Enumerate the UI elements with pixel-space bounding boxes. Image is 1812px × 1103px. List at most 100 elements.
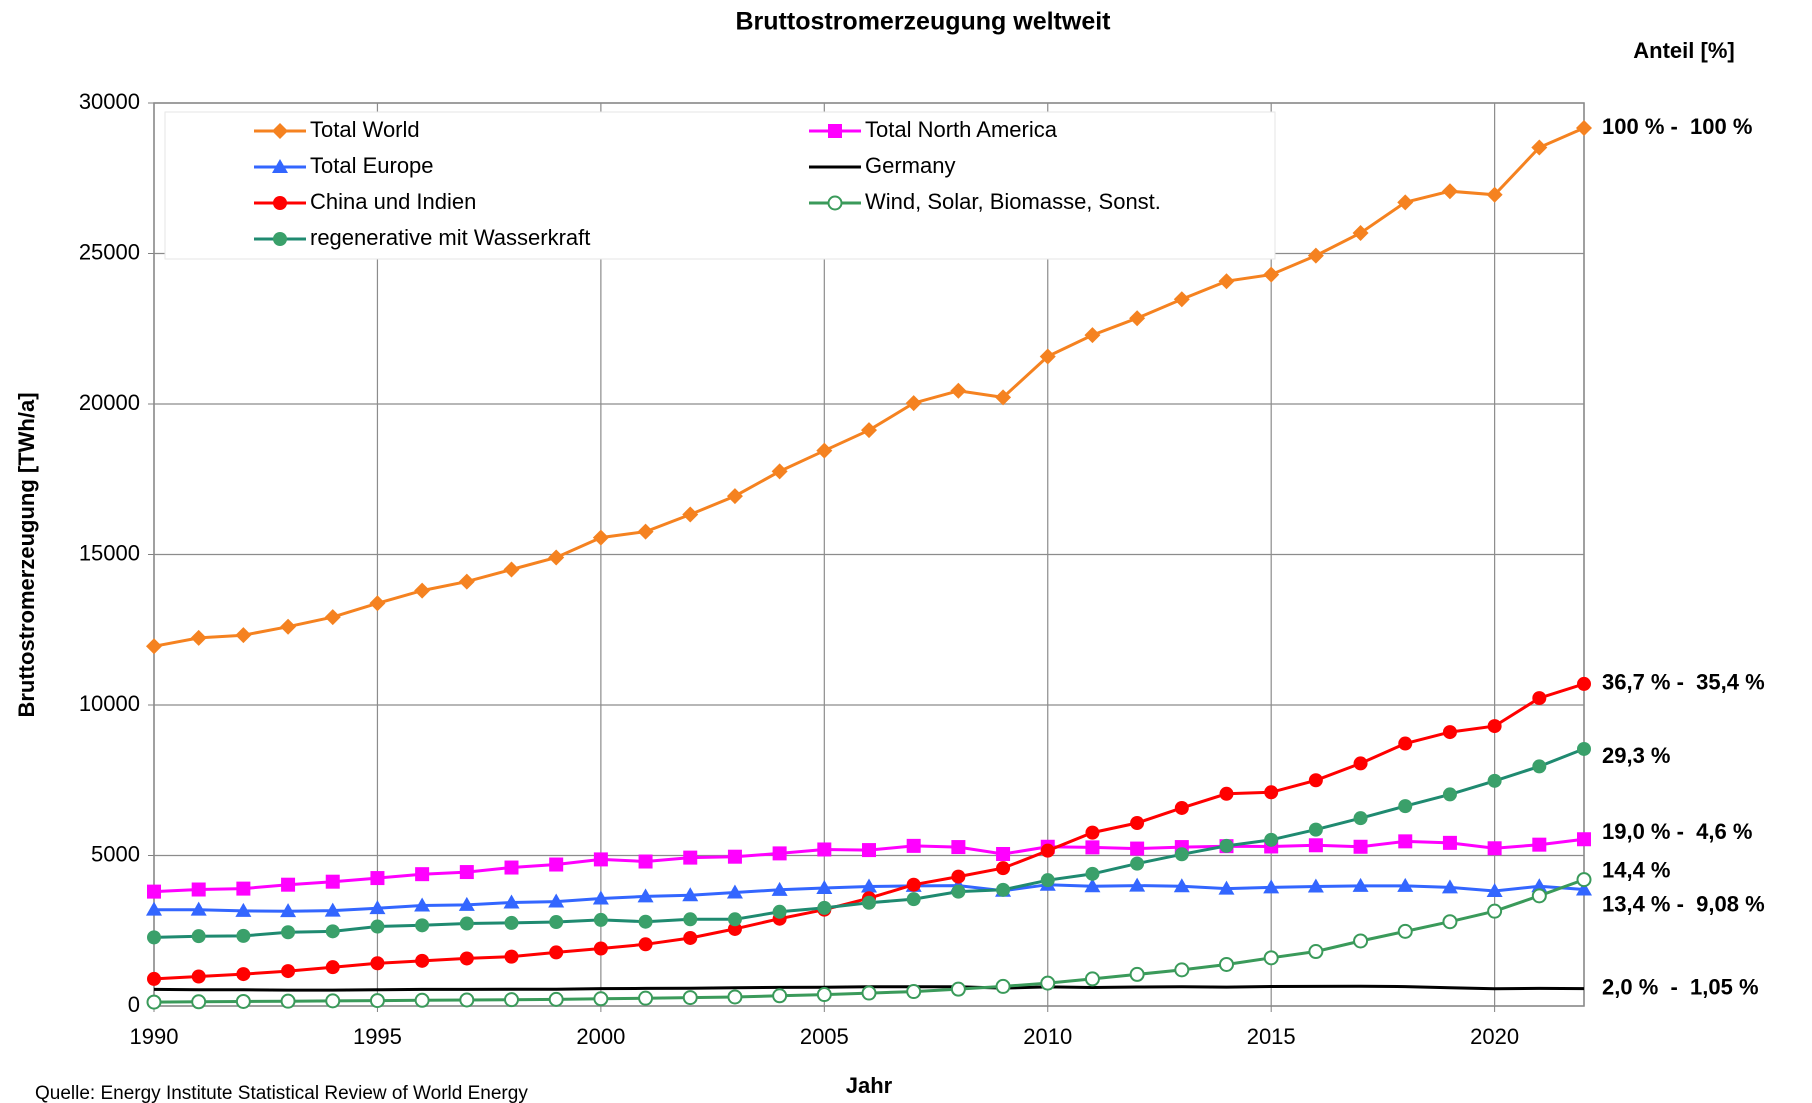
end-label: 14,4 %	[1602, 857, 1671, 882]
marker	[548, 893, 565, 908]
marker	[235, 627, 252, 644]
marker	[996, 882, 1011, 897]
marker	[772, 846, 787, 861]
marker	[1577, 676, 1591, 691]
y-tick-label: 15000	[79, 540, 140, 565]
marker	[549, 915, 564, 930]
series	[147, 741, 1591, 945]
marker	[190, 629, 207, 646]
marker	[1264, 785, 1279, 800]
x-tick-label: 2005	[800, 1024, 849, 1049]
marker	[1263, 266, 1280, 283]
marker	[1353, 756, 1368, 771]
marker	[1397, 923, 1413, 939]
marker	[638, 914, 653, 929]
marker	[1486, 883, 1503, 898]
marker	[1442, 787, 1457, 802]
marker	[1352, 877, 1369, 892]
marker	[503, 894, 520, 909]
x-tick-label: 1990	[130, 1024, 179, 1049]
x-tick-label: 1995	[353, 1024, 402, 1049]
y-tick-label: 25000	[79, 239, 140, 264]
marker	[995, 389, 1012, 406]
marker	[828, 124, 842, 138]
legend: Total World Total North America Total Euro…	[164, 111, 1276, 260]
marker	[592, 890, 609, 905]
legend-label: Wind, Solar, Biomasse, Sonst.	[865, 189, 1161, 214]
marker	[951, 869, 966, 884]
marker	[459, 916, 474, 931]
marker	[1308, 773, 1323, 788]
marker	[1173, 878, 1190, 893]
marker	[906, 984, 922, 1000]
marker	[593, 941, 608, 956]
marker	[1308, 838, 1323, 853]
marker	[1129, 877, 1146, 892]
marker	[1531, 139, 1548, 156]
marker	[1264, 832, 1279, 847]
legend-label: Total Europe	[310, 153, 434, 178]
marker	[906, 877, 921, 892]
marker	[459, 865, 474, 880]
marker	[683, 930, 698, 945]
legend-entry: Total World	[254, 117, 420, 142]
legend-entry: Total North America	[809, 117, 1058, 142]
marker	[727, 912, 742, 927]
marker	[1218, 273, 1235, 290]
marker	[325, 924, 340, 939]
marker	[1174, 962, 1190, 978]
marker	[1040, 873, 1055, 888]
marker	[236, 928, 251, 943]
y-tick-label: 5000	[91, 841, 140, 866]
marker	[147, 930, 161, 945]
chart-title: Bruttostromerzeugung weltweit	[735, 8, 1111, 36]
legend-box	[164, 111, 1276, 260]
marker	[951, 840, 966, 855]
marker	[1039, 348, 1056, 365]
marker	[190, 901, 207, 916]
marker	[272, 123, 288, 139]
marker	[1040, 975, 1056, 991]
marker	[146, 638, 162, 655]
marker	[1353, 933, 1369, 949]
marker	[950, 382, 967, 399]
marker	[415, 867, 430, 882]
marker	[1263, 879, 1280, 894]
marker	[273, 232, 287, 246]
marker	[1532, 759, 1547, 774]
series	[146, 876, 1592, 918]
marker	[638, 990, 654, 1006]
marker	[638, 937, 653, 952]
marker	[772, 904, 787, 919]
marker	[146, 901, 162, 916]
marker	[1487, 719, 1502, 734]
marker	[996, 861, 1011, 876]
legend-entry: Total Europe	[254, 153, 434, 178]
marker	[147, 884, 161, 899]
marker	[726, 884, 743, 899]
marker	[370, 871, 385, 886]
series	[146, 872, 1592, 1010]
marker	[1174, 800, 1189, 815]
marker	[682, 887, 699, 902]
marker	[1442, 914, 1458, 930]
series	[147, 832, 1591, 899]
y-axis-label: Bruttostromerzeugung [TWh/a]	[14, 392, 39, 717]
x-tick-label: 2020	[1470, 1024, 1519, 1049]
marker	[1307, 247, 1324, 264]
y-tick-label: 30000	[79, 89, 140, 114]
marker	[1576, 119, 1592, 136]
marker	[1307, 878, 1324, 893]
marker	[1487, 773, 1502, 788]
marker	[1398, 799, 1413, 814]
marker	[637, 523, 654, 540]
marker	[458, 896, 475, 911]
marker	[682, 990, 698, 1006]
marker	[191, 994, 207, 1010]
marker	[1173, 291, 1190, 308]
marker	[369, 993, 385, 1009]
marker	[1532, 691, 1547, 706]
marker	[1442, 725, 1457, 740]
marker	[324, 902, 341, 917]
